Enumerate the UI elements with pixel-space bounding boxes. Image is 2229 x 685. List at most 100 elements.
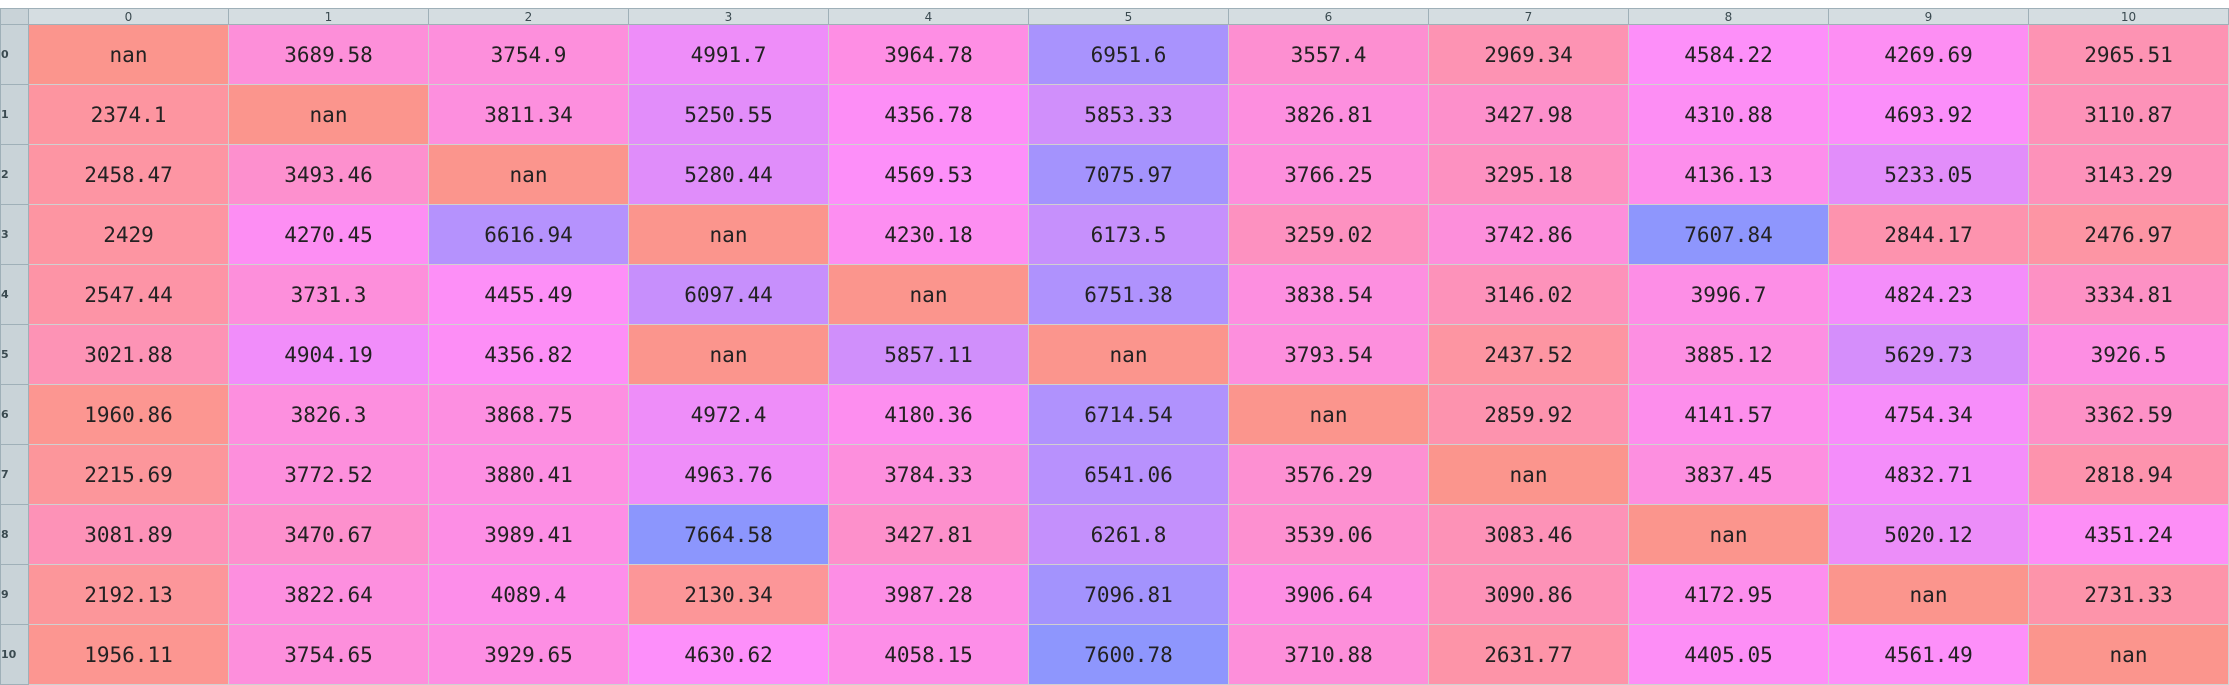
column-header-9[interactable]: 9 — [1828, 8, 2029, 25]
table-cell[interactable]: 4180.36 — [828, 384, 1029, 445]
table-cell[interactable]: 3259.02 — [1228, 204, 1429, 265]
table-cell[interactable]: 3880.41 — [428, 444, 629, 505]
table-cell[interactable]: 4351.24 — [2028, 504, 2229, 565]
table-cell[interactable]: 2192.13 — [28, 564, 229, 625]
table-cell[interactable]: 1956.11 — [28, 624, 229, 685]
table-cell[interactable]: 5280.44 — [628, 144, 829, 205]
table-cell[interactable]: 3576.29 — [1228, 444, 1429, 505]
table-cell[interactable]: 6714.54 — [1028, 384, 1229, 445]
table-cell[interactable]: 2476.97 — [2028, 204, 2229, 265]
column-header-4[interactable]: 4 — [828, 8, 1029, 25]
table-cell[interactable]: 3295.18 — [1428, 144, 1629, 205]
row-header-8[interactable]: 8 — [0, 504, 29, 565]
table-cell[interactable]: 4693.92 — [1828, 84, 2029, 145]
table-cell[interactable]: 4172.95 — [1628, 564, 1829, 625]
table-cell[interactable]: 3539.06 — [1228, 504, 1429, 565]
table-cell[interactable]: 2547.44 — [28, 264, 229, 325]
table-cell[interactable]: 4584.22 — [1628, 24, 1829, 85]
column-header-5[interactable]: 5 — [1028, 8, 1229, 25]
table-cell[interactable]: 2374.1 — [28, 84, 229, 145]
row-header-9[interactable]: 9 — [0, 564, 29, 625]
table-cell[interactable]: 7600.78 — [1028, 624, 1229, 685]
table-cell[interactable]: 3689.58 — [228, 24, 429, 85]
table-cell[interactable]: 3964.78 — [828, 24, 1029, 85]
table-cell[interactable]: nan — [2028, 624, 2229, 685]
table-cell[interactable]: 1960.86 — [28, 384, 229, 445]
table-cell[interactable]: 3826.3 — [228, 384, 429, 445]
table-cell[interactable]: 4630.62 — [628, 624, 829, 685]
table-cell[interactable]: 3557.4 — [1228, 24, 1429, 85]
table-cell[interactable]: 3362.59 — [2028, 384, 2229, 445]
table-cell[interactable]: 3784.33 — [828, 444, 1029, 505]
table-cell[interactable]: 3742.86 — [1428, 204, 1629, 265]
table-cell[interactable]: nan — [828, 264, 1029, 325]
row-header-6[interactable]: 6 — [0, 384, 29, 445]
table-cell[interactable]: 3710.88 — [1228, 624, 1429, 685]
table-cell[interactable]: 6541.06 — [1028, 444, 1229, 505]
table-cell[interactable]: 4569.53 — [828, 144, 1029, 205]
row-header-0[interactable]: 0 — [0, 24, 29, 85]
table-cell[interactable]: 4230.18 — [828, 204, 1029, 265]
table-cell[interactable]: 3766.25 — [1228, 144, 1429, 205]
table-cell[interactable]: 3772.52 — [228, 444, 429, 505]
table-cell[interactable]: 3090.86 — [1428, 564, 1629, 625]
table-cell[interactable]: 6616.94 — [428, 204, 629, 265]
table-cell[interactable]: 2215.69 — [28, 444, 229, 505]
table-cell[interactable]: 3793.54 — [1228, 324, 1429, 385]
table-cell[interactable]: 3334.81 — [2028, 264, 2229, 325]
table-cell[interactable]: 3926.5 — [2028, 324, 2229, 385]
table-cell[interactable]: 3493.46 — [228, 144, 429, 205]
table-cell[interactable]: 3822.64 — [228, 564, 429, 625]
column-header-6[interactable]: 6 — [1228, 8, 1429, 25]
column-header-7[interactable]: 7 — [1428, 8, 1629, 25]
table-cell[interactable]: 4136.13 — [1628, 144, 1829, 205]
table-cell[interactable]: 6951.6 — [1028, 24, 1229, 85]
table-cell[interactable]: nan — [28, 24, 229, 85]
table-cell[interactable]: 6751.38 — [1028, 264, 1229, 325]
table-cell[interactable]: 3811.34 — [428, 84, 629, 145]
row-header-4[interactable]: 4 — [0, 264, 29, 325]
table-cell[interactable]: 3083.46 — [1428, 504, 1629, 565]
table-cell[interactable]: 4058.15 — [828, 624, 1029, 685]
table-cell[interactable]: 3754.9 — [428, 24, 629, 85]
table-cell[interactable]: 2458.47 — [28, 144, 229, 205]
column-header-1[interactable]: 1 — [228, 8, 429, 25]
table-cell[interactable]: 3906.64 — [1228, 564, 1429, 625]
table-cell[interactable]: 5233.05 — [1828, 144, 2029, 205]
table-cell[interactable]: 3021.88 — [28, 324, 229, 385]
table-cell[interactable]: 4270.45 — [228, 204, 429, 265]
table-cell[interactable]: 7075.97 — [1028, 144, 1229, 205]
table-cell[interactable]: 3868.75 — [428, 384, 629, 445]
table-cell[interactable]: 7096.81 — [1028, 564, 1229, 625]
table-cell[interactable]: 3885.12 — [1628, 324, 1829, 385]
table-cell[interactable]: 2818.94 — [2028, 444, 2229, 505]
table-cell[interactable]: nan — [628, 324, 829, 385]
table-cell[interactable]: 3837.45 — [1628, 444, 1829, 505]
table-cell[interactable]: nan — [428, 144, 629, 205]
row-header-7[interactable]: 7 — [0, 444, 29, 505]
column-header-2[interactable]: 2 — [428, 8, 629, 25]
table-cell[interactable]: 6097.44 — [628, 264, 829, 325]
table-cell[interactable]: 4455.49 — [428, 264, 629, 325]
table-cell[interactable]: 3143.29 — [2028, 144, 2229, 205]
table-cell[interactable]: 2429 — [28, 204, 229, 265]
table-cell[interactable]: 3081.89 — [28, 504, 229, 565]
table-cell[interactable]: 4356.78 — [828, 84, 1029, 145]
table-cell[interactable]: 3987.28 — [828, 564, 1029, 625]
table-cell[interactable]: 5853.33 — [1028, 84, 1229, 145]
table-cell[interactable]: 4310.88 — [1628, 84, 1829, 145]
table-cell[interactable]: 6173.5 — [1028, 204, 1229, 265]
table-cell[interactable]: 4269.69 — [1828, 24, 2029, 85]
table-cell[interactable]: nan — [1428, 444, 1629, 505]
row-header-1[interactable]: 1 — [0, 84, 29, 145]
table-cell[interactable]: 4972.4 — [628, 384, 829, 445]
table-cell[interactable]: 2631.77 — [1428, 624, 1629, 685]
table-cell[interactable]: 6261.8 — [1028, 504, 1229, 565]
table-cell[interactable]: 3146.02 — [1428, 264, 1629, 325]
table-cell[interactable]: 2130.34 — [628, 564, 829, 625]
table-cell[interactable]: nan — [1828, 564, 2029, 625]
table-cell[interactable]: 3826.81 — [1228, 84, 1429, 145]
column-header-8[interactable]: 8 — [1628, 8, 1829, 25]
table-cell[interactable]: 3731.3 — [228, 264, 429, 325]
table-cell[interactable]: 2965.51 — [2028, 24, 2229, 85]
